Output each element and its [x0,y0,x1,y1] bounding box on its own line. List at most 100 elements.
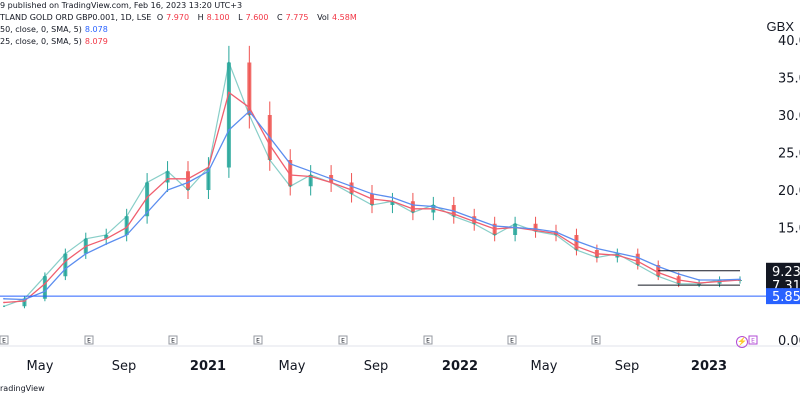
price-candle [472,216,477,224]
series-point [636,260,639,263]
series-point [514,222,517,225]
price-candle [104,235,109,239]
series-point [473,222,476,225]
ma50-value: 8.078 [84,25,108,34]
series-point [146,196,149,199]
time-axis[interactable]: May Sep 2021 May Sep 2022 May Sep 2023 [27,359,728,374]
series-point [616,252,619,254]
ohlc-high: H 8.100 [197,13,230,22]
earnings-marker-label: E [171,338,175,345]
volume: Vol 4.58M [317,13,357,22]
x-tick-label: Sep [364,359,389,374]
price-candle [574,235,579,250]
y-tick-label: 35.0 [778,72,800,87]
series-point [473,217,476,220]
series-point [268,159,271,161]
series-point [146,211,149,214]
series-point [514,226,517,229]
earnings-marker[interactable] [423,335,433,345]
series-point [350,189,353,191]
plot-area[interactable] [0,45,800,347]
earnings-marker-label: E [426,338,430,345]
series-point [166,170,169,173]
earnings-marker-label: E [87,338,91,345]
series-point [125,234,128,236]
series-point [391,196,394,199]
price-candle [226,62,231,168]
series-point [227,91,230,94]
price-candle [247,62,252,115]
series-point [575,245,578,248]
ma25-params: 25, close, 0, SMA, 5) [0,37,82,46]
ma50-legend[interactable]: 50, close, 0, SMA, 5) 8.078 [0,25,111,34]
price-axis[interactable]: 0.00 15.0 20.0 25.0 30.0 35.0 40.0 [778,34,800,349]
y-tick-label: 30.0 [778,109,800,124]
series-point [289,185,292,188]
published-line: 9 published on TradingView.com, Feb 16, … [0,1,243,10]
symbol-name: TLAND GOLD ORD GBP0.001, 1D, LSE [0,13,152,22]
ohlc-close: C 7.775 [277,13,309,22]
price-candle [124,216,129,235]
currency-label: GBX [766,19,794,34]
series-point [289,174,292,176]
price-candle [533,223,538,232]
series-point [636,264,639,266]
series-point [268,144,271,146]
earnings-marker-label: E [341,338,345,345]
price-candle [635,253,640,265]
ma25-legend[interactable]: 25, close, 0, SMA, 5) 8.079 [0,37,111,46]
series-point [248,114,251,116]
price-label-box [766,288,800,305]
series-point [146,181,149,184]
series-point [309,174,312,176]
series-point [289,162,292,165]
earnings-marker[interactable] [507,335,517,345]
earnings-marker[interactable] [84,335,94,345]
x-tick-label: May [279,359,306,374]
y-tick-label: 20.0 [778,184,800,199]
tradingview-brand[interactable]: radingView [0,384,45,393]
series-point [473,220,476,223]
ma50-params: 50, close, 0, SMA, 5) [0,25,82,34]
series-point [616,254,619,257]
price-label-text: 9.23 [772,265,800,280]
series-point [411,207,414,210]
earnings-marker-label: E [510,338,514,345]
earnings-marker[interactable] [0,335,9,345]
x-tick-label: 2021 [190,359,226,374]
series-point [452,213,455,215]
price-candle [145,182,150,217]
series-point [64,260,67,263]
event-bolt-icon[interactable]: ⚡ [736,336,748,348]
price-candle [349,182,354,194]
x-tick-label: 2023 [691,359,727,374]
series-point [207,166,210,169]
price-candle [390,201,395,205]
series-point [493,225,496,227]
ohlc-low: L 7.600 [238,13,269,22]
series-point [555,232,557,235]
series-point [330,181,333,184]
earnings-marker[interactable] [591,335,601,345]
series-line-1[interactable] [3,60,740,307]
earnings-marker[interactable] [338,335,348,345]
series-point [371,198,373,200]
series-point [595,247,598,250]
price-candle [288,160,293,187]
y-tick-label: 15.0 [778,222,800,237]
series-point [207,170,210,173]
series-point [309,175,312,178]
earnings-marker[interactable] [168,335,178,345]
earnings-marker[interactable] [748,335,758,345]
symbol-legend[interactable]: TLAND GOLD ORD GBP0.001, 1D, LSE O 7.970 … [0,13,363,22]
x-tick-label: Sep [615,359,640,374]
series-point [84,237,87,240]
series-point [3,305,5,308]
series-point [248,106,251,109]
earnings-marker-label: E [2,338,6,345]
earnings-marker[interactable] [253,335,263,345]
series-point [493,234,496,236]
series-point [84,252,87,255]
series-point [534,229,537,232]
